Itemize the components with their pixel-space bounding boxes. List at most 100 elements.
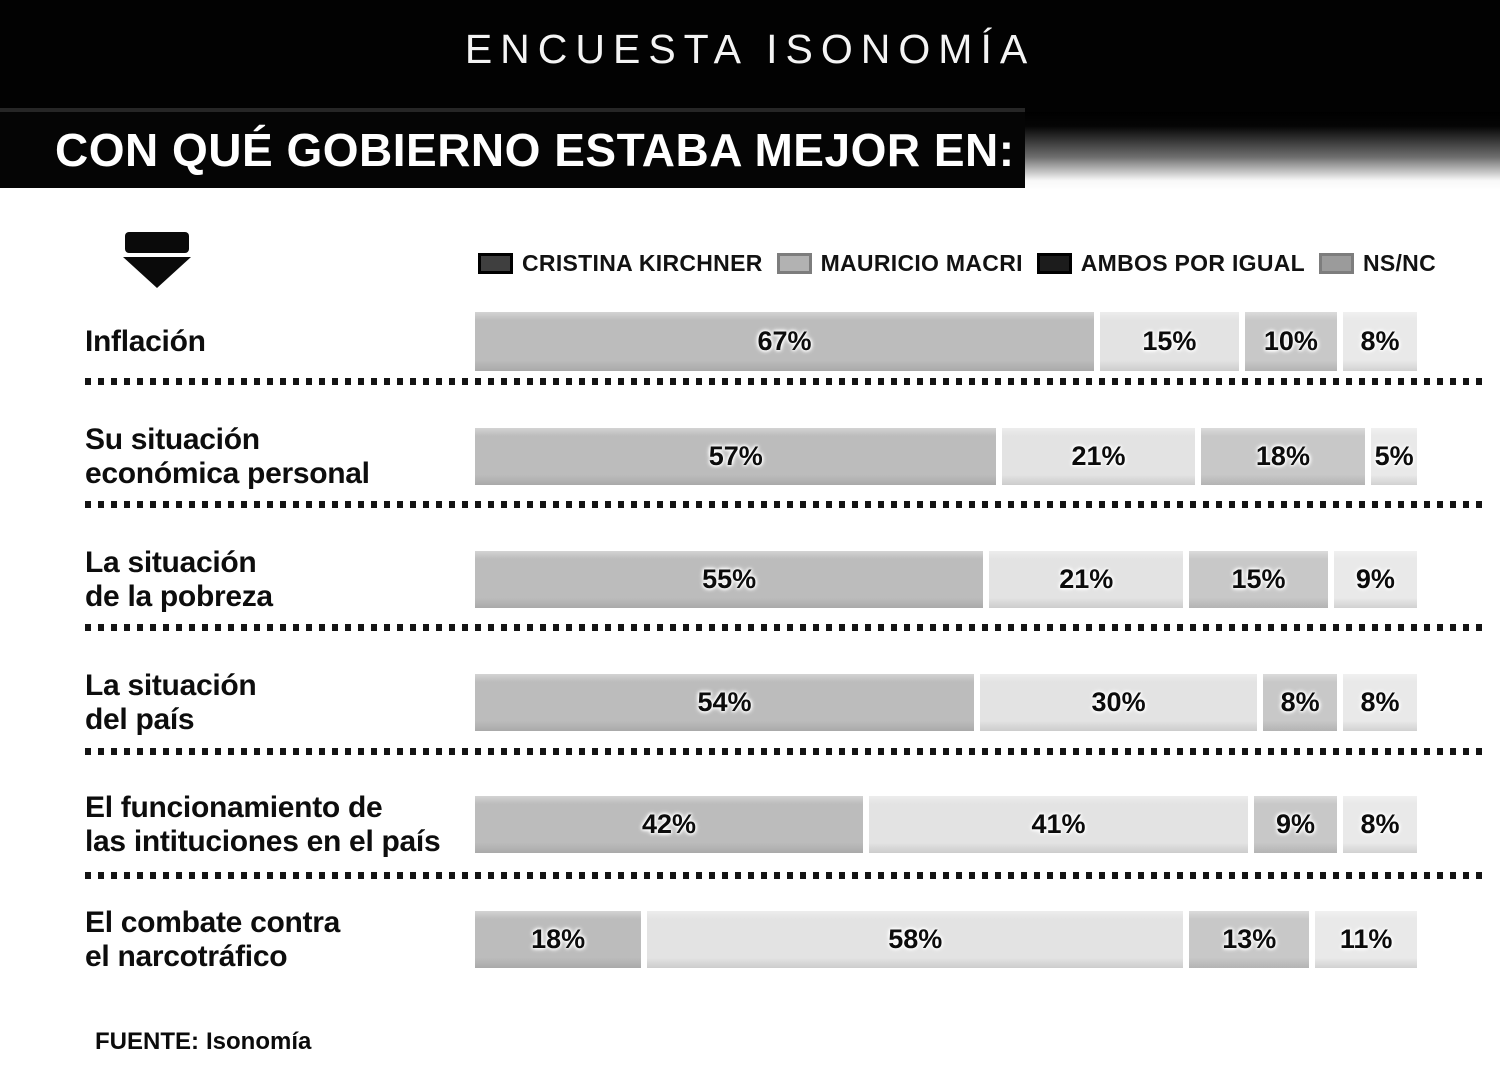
bar-segment-cristina-kirchner: 18% bbox=[475, 911, 642, 968]
bar-segment-ambos-por-igual: 8% bbox=[1263, 674, 1338, 731]
down-arrow-triangle bbox=[123, 257, 191, 288]
category-label: Inflación bbox=[85, 325, 206, 359]
chart-row: La situación del país 54% 30% 8% 8% bbox=[0, 669, 1500, 736]
legend-label-nsnc: NS/NC bbox=[1362, 250, 1436, 276]
bar-segment-ambos-por-igual: 18% bbox=[1200, 428, 1366, 485]
bar-segment-cristina-kirchner: 54% bbox=[475, 674, 974, 731]
category-label-line: La situación bbox=[85, 668, 257, 702]
bar-segment-mauricio-macri: 15% bbox=[1100, 312, 1239, 371]
bar-segment-mauricio-macri: 21% bbox=[1002, 428, 1195, 485]
bar-segment-value: 21% bbox=[1071, 441, 1126, 471]
legend-swatch-nsnc bbox=[1318, 253, 1354, 274]
category-label-line: El combate contra bbox=[85, 905, 340, 939]
category-label-line: Inflación bbox=[85, 324, 206, 358]
category-label-line: El funcionamiento de bbox=[85, 790, 383, 824]
bar-segment-value: 58% bbox=[888, 924, 943, 954]
legend-item-ambos-por-igual: AMBOS POR IGUAL bbox=[1036, 250, 1306, 277]
category-label-line: las intituciones en el país bbox=[85, 824, 441, 858]
bar-segment-nsnc: 8% bbox=[1343, 674, 1417, 731]
bar-segment-value: 8% bbox=[1280, 687, 1320, 717]
bar-segment-ambos-por-igual: 10% bbox=[1244, 312, 1338, 371]
source-label: FUENTE: bbox=[95, 1028, 199, 1055]
bar-segment-value: 42% bbox=[642, 809, 697, 839]
category-label-line: del país bbox=[85, 702, 195, 736]
chart-row: La situación de la pobreza 55% 21% 15% 9% bbox=[0, 546, 1500, 613]
category-label: Su situación económica personal bbox=[85, 423, 370, 491]
category-label-line: el narcotráfico bbox=[85, 939, 288, 973]
dotted-separator bbox=[85, 872, 1483, 879]
legend-label-cristina-kirchner: CRISTINA KIRCHNER bbox=[522, 250, 763, 276]
dotted-separator bbox=[85, 748, 1483, 755]
bar-segment-ambos-por-igual: 13% bbox=[1189, 911, 1310, 968]
stacked-bar: 54% 30% 8% 8% bbox=[475, 674, 1417, 731]
legend-item-mauricio-macri: MAURICIO MACRI bbox=[776, 250, 1023, 277]
bar-segment-value: 8% bbox=[1360, 326, 1400, 356]
bar-segment-value: 8% bbox=[1360, 809, 1400, 839]
bar-segment-value: 30% bbox=[1091, 687, 1146, 717]
bar-segment-value: 11% bbox=[1339, 924, 1393, 954]
bar-segment-value: 18% bbox=[1255, 441, 1310, 471]
bar-segment-value: 8% bbox=[1360, 687, 1400, 717]
dotted-separator bbox=[85, 624, 1483, 631]
category-label: La situación del país bbox=[85, 668, 257, 737]
legend-item-nsnc: NS/NC bbox=[1318, 250, 1436, 277]
legend-swatch-cristina-kirchner bbox=[478, 253, 513, 274]
bar-segment-cristina-kirchner: 42% bbox=[475, 796, 864, 853]
bar-segment-value: 55% bbox=[702, 564, 757, 594]
bar-segment-value: 10% bbox=[1263, 326, 1318, 356]
bar-segment-value: 67% bbox=[757, 326, 812, 356]
legend-label-mauricio-macri: MAURICIO MACRI bbox=[820, 250, 1023, 276]
down-arrow-rect bbox=[125, 232, 189, 253]
bar-segment-mauricio-macri: 30% bbox=[979, 674, 1258, 731]
bar-segment-cristina-kirchner: 67% bbox=[475, 312, 1095, 371]
stacked-bar: 42% 41% 9% 8% bbox=[475, 796, 1417, 853]
top-banner: ENCUESTA ISONOMÍA bbox=[0, 0, 1500, 112]
legend: CRISTINA KIRCHNER MAURICIO MACRI AMBOS POR… bbox=[478, 250, 1436, 277]
stacked-bar: 67% 15% 10% 8% bbox=[475, 312, 1417, 371]
chart-row: El combate contra el narcotráfico 18% 58% 13… bbox=[0, 906, 1500, 973]
legend-swatch-mauricio-macri bbox=[776, 253, 812, 274]
bar-segment-value: 21% bbox=[1059, 564, 1114, 594]
legend-swatch-ambos-por-igual bbox=[1036, 253, 1072, 274]
source-value: Isonomía bbox=[206, 1028, 312, 1055]
bar-segment-value: 57% bbox=[708, 441, 763, 471]
bar-segment-value: 9% bbox=[1275, 809, 1316, 839]
category-label: El funcionamiento de las intituciones en … bbox=[85, 790, 441, 859]
bar-segment-mauricio-macri: 21% bbox=[989, 551, 1184, 608]
chart-row: Su situación económica personal 57% 21% 18% 5… bbox=[0, 423, 1500, 490]
bar-segment-mauricio-macri: 58% bbox=[647, 911, 1184, 968]
category-label-line: La situación bbox=[85, 545, 257, 579]
bar-segment-value: 54% bbox=[697, 687, 752, 717]
bar-segment-value: 15% bbox=[1142, 326, 1197, 356]
bar-segment-ambos-por-igual: 9% bbox=[1253, 796, 1338, 853]
bar-segment-value: 5% bbox=[1374, 441, 1414, 471]
dotted-separator bbox=[85, 501, 1483, 508]
source: FUENTE: Isonomía bbox=[95, 1028, 311, 1056]
bar-segment-nsnc: 9% bbox=[1333, 551, 1417, 608]
bar-segment-value: 18% bbox=[531, 924, 586, 954]
bar-segment-nsnc: 8% bbox=[1343, 796, 1417, 853]
category-label-line: Su situación bbox=[85, 422, 260, 456]
bar-segment-value: 15% bbox=[1231, 564, 1286, 594]
category-label-line: económica personal bbox=[85, 456, 370, 490]
down-arrow-icon bbox=[123, 232, 193, 288]
banner-fade bbox=[1025, 112, 1500, 190]
category-label: El combate contra el narcotráfico bbox=[85, 906, 340, 974]
program-title: ENCUESTA ISONOMÍA bbox=[464, 26, 1036, 72]
category-label-line: de la pobreza bbox=[85, 579, 273, 613]
bar-segment-nsnc: 5% bbox=[1371, 428, 1418, 485]
chart-row: El funcionamiento de las intituciones en … bbox=[0, 791, 1500, 858]
headline-bar: CON QUÉ GOBIERNO ESTABA MEJOR EN: bbox=[0, 108, 1025, 188]
bar-segment-value: 9% bbox=[1355, 564, 1395, 594]
bar-segment-cristina-kirchner: 57% bbox=[475, 428, 997, 485]
bar-segment-mauricio-macri: 41% bbox=[869, 796, 1248, 853]
bar-segment-nsnc: 8% bbox=[1343, 312, 1417, 371]
legend-label-ambos-por-igual: AMBOS POR IGUAL bbox=[1080, 250, 1306, 276]
category-label: La situación de la pobreza bbox=[85, 546, 273, 614]
bar-segment-ambos-por-igual: 15% bbox=[1189, 551, 1328, 608]
legend-item-cristina-kirchner: CRISTINA KIRCHNER bbox=[478, 250, 763, 277]
stacked-bar: 18% 58% 13% 11% bbox=[475, 911, 1417, 968]
bar-segment-value: 41% bbox=[1031, 809, 1086, 839]
bar-segment-value: 13% bbox=[1222, 924, 1277, 954]
